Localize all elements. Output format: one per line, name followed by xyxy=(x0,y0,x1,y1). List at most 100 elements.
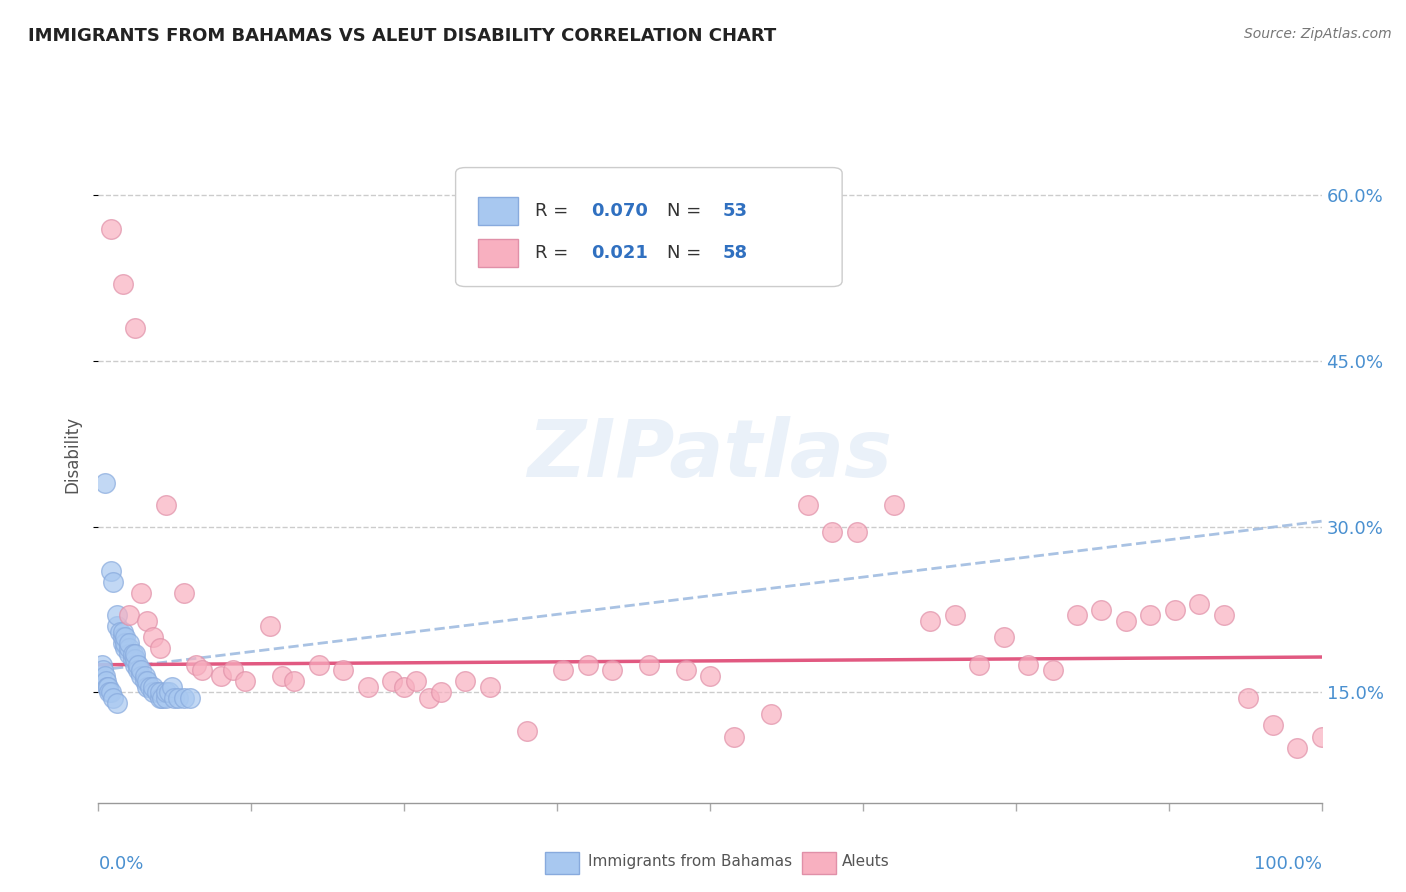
Point xyxy=(155,498,177,512)
Point xyxy=(191,663,214,677)
Point xyxy=(179,690,201,705)
Point xyxy=(405,674,427,689)
Point xyxy=(111,624,134,639)
Point xyxy=(100,564,122,578)
Point xyxy=(332,663,354,677)
Point xyxy=(100,221,122,235)
Point xyxy=(576,657,599,672)
Point xyxy=(96,680,118,694)
Point xyxy=(124,657,146,672)
Y-axis label: Disability: Disability xyxy=(63,417,82,493)
Point xyxy=(209,669,232,683)
Point xyxy=(127,663,149,677)
Point xyxy=(430,685,453,699)
Point xyxy=(1212,608,1234,623)
Point xyxy=(392,680,416,694)
Point xyxy=(1237,690,1260,705)
Point xyxy=(993,630,1015,644)
Point xyxy=(270,669,294,683)
Point xyxy=(155,690,177,705)
Point xyxy=(821,525,844,540)
Point xyxy=(761,707,783,722)
FancyBboxPatch shape xyxy=(546,852,579,874)
Point xyxy=(124,321,146,335)
Text: N =: N = xyxy=(668,202,707,220)
Point xyxy=(118,641,141,656)
Point xyxy=(516,724,538,739)
Point xyxy=(222,663,245,677)
Text: N =: N = xyxy=(668,244,707,262)
Point xyxy=(186,657,208,672)
Point xyxy=(129,586,152,600)
Point xyxy=(1017,657,1039,672)
Point xyxy=(418,690,440,705)
Text: R =: R = xyxy=(536,244,574,262)
Text: ZIPatlas: ZIPatlas xyxy=(527,416,893,494)
Text: 0.070: 0.070 xyxy=(592,202,648,220)
Point xyxy=(129,663,152,677)
Point xyxy=(1042,663,1064,677)
Point xyxy=(114,635,136,649)
Point xyxy=(1066,608,1088,623)
Point xyxy=(160,680,183,694)
Point xyxy=(93,669,115,683)
Text: IMMIGRANTS FROM BAHAMAS VS ALEUT DISABILITY CORRELATION CHART: IMMIGRANTS FROM BAHAMAS VS ALEUT DISABIL… xyxy=(28,27,776,45)
Point xyxy=(94,674,117,689)
Point xyxy=(127,657,149,672)
Point xyxy=(149,641,172,656)
Point xyxy=(149,690,172,705)
Point xyxy=(118,647,141,661)
Point xyxy=(93,475,115,490)
Text: R =: R = xyxy=(536,202,574,220)
Point xyxy=(454,674,477,689)
Point xyxy=(638,657,661,672)
Point xyxy=(845,525,868,540)
Point xyxy=(163,690,186,705)
FancyBboxPatch shape xyxy=(801,852,837,874)
Point xyxy=(121,652,143,666)
Point xyxy=(797,498,820,512)
Point xyxy=(100,685,122,699)
FancyBboxPatch shape xyxy=(456,168,842,286)
Text: Source: ZipAtlas.com: Source: ZipAtlas.com xyxy=(1244,27,1392,41)
Point xyxy=(1310,730,1333,744)
Point xyxy=(1164,602,1187,616)
Point xyxy=(699,669,721,683)
Point xyxy=(381,674,404,689)
Point xyxy=(111,630,134,644)
Point xyxy=(883,498,905,512)
Point xyxy=(283,674,305,689)
Point xyxy=(121,647,143,661)
Point xyxy=(259,619,281,633)
Point xyxy=(91,657,114,672)
Point xyxy=(101,574,124,589)
Point xyxy=(1139,608,1161,623)
Point xyxy=(142,680,165,694)
Point xyxy=(967,657,990,672)
Point xyxy=(943,608,966,623)
Point xyxy=(173,586,195,600)
Point xyxy=(150,690,173,705)
Point xyxy=(111,277,134,291)
Point xyxy=(136,674,159,689)
Point xyxy=(149,685,172,699)
Point xyxy=(600,663,623,677)
Point xyxy=(308,657,330,672)
Point xyxy=(675,663,697,677)
Point xyxy=(129,669,152,683)
FancyBboxPatch shape xyxy=(478,197,517,226)
Text: Aleuts: Aleuts xyxy=(842,855,890,870)
Point xyxy=(1115,614,1137,628)
Point xyxy=(114,630,136,644)
Point xyxy=(98,685,121,699)
Point xyxy=(91,663,114,677)
Point xyxy=(118,635,141,649)
Text: 0.021: 0.021 xyxy=(592,244,648,262)
Point xyxy=(124,647,146,661)
Text: 53: 53 xyxy=(723,202,747,220)
Point xyxy=(101,690,124,705)
Point xyxy=(167,690,190,705)
Text: 100.0%: 100.0% xyxy=(1254,855,1322,873)
Point xyxy=(723,730,745,744)
Point xyxy=(920,614,942,628)
